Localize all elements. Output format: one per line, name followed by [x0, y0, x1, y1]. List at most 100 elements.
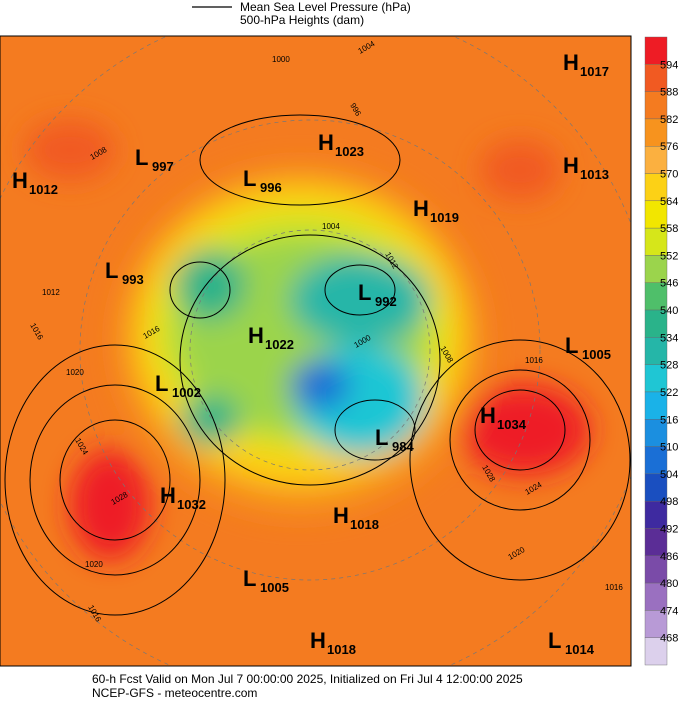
shade — [290, 255, 430, 345]
lat-circle — [189, 229, 431, 471]
center-pressure: 984 — [392, 439, 414, 454]
center-pressure: 992 — [375, 294, 397, 309]
legend-text: Mean Sea Level Pressure (hPa) — [240, 0, 411, 14]
colorbar-label: 474 — [660, 605, 678, 617]
center-letter: L — [358, 280, 371, 305]
center-pressure: 1018 — [350, 517, 379, 532]
isobar — [199, 114, 401, 206]
center-pressure: 1023 — [335, 144, 364, 159]
shade — [25, 120, 115, 180]
center-letter: H — [318, 130, 334, 155]
colorbar-label: 510 — [660, 442, 678, 454]
center-letter: L — [548, 628, 561, 653]
colorbar-label: 522 — [660, 387, 678, 399]
center-letter: H — [12, 168, 28, 193]
center-letter: L — [565, 333, 578, 358]
center-letter: L — [155, 371, 168, 396]
center-letter: L — [243, 566, 256, 591]
colorbar-label: 540 — [660, 305, 678, 317]
colorbar-label: 582 — [660, 114, 678, 126]
shade — [175, 250, 245, 320]
colorbar-label: 552 — [660, 250, 678, 262]
colorbar-label: 468 — [660, 633, 678, 645]
shade — [480, 140, 560, 200]
center-pressure: 996 — [260, 180, 282, 195]
latitude-circles — [0, 36, 631, 666]
center-letter: L — [243, 166, 256, 191]
center-letter: L — [135, 145, 148, 170]
center-letter: H — [333, 503, 349, 528]
center-pressure: 1012 — [29, 182, 58, 197]
center-letter: H — [480, 403, 496, 428]
height-shading — [25, 120, 590, 560]
isobar — [169, 261, 231, 319]
center-pressure: 1005 — [582, 347, 611, 362]
center-pressure: 997 — [152, 159, 174, 174]
colorbar-label: 564 — [660, 196, 678, 208]
colorbar-label: 492 — [660, 523, 678, 535]
map-field — [0, 36, 631, 666]
colorbar-label: 516 — [660, 414, 678, 426]
isobar-label: 1000 — [272, 55, 290, 64]
isobar — [474, 389, 566, 471]
colorbar-label: 558 — [660, 223, 678, 235]
center-pressure: 1018 — [327, 642, 356, 657]
isobar-label: 1012 — [42, 288, 60, 297]
center-pressure: 1017 — [580, 64, 609, 79]
isobars — [4, 114, 631, 616]
colorbar-label: 498 — [660, 496, 678, 508]
colorbar-label: 546 — [660, 278, 678, 290]
colorbar-label: 528 — [660, 360, 678, 372]
center-pressure: 1013 — [580, 167, 609, 182]
isobar — [334, 399, 416, 461]
center-letter: L — [375, 425, 388, 450]
center-pressure: 1032 — [177, 497, 206, 512]
colorbar-cell — [644, 637, 668, 666]
map-frame — [0, 35, 632, 667]
shade — [180, 395, 240, 445]
colorbar-label: 588 — [660, 87, 678, 99]
isobar — [324, 264, 396, 316]
center-letter: H — [248, 323, 264, 348]
colorbar-label: 576 — [660, 141, 678, 153]
center-letter: H — [563, 153, 579, 178]
isobar — [4, 344, 226, 616]
lat-circle — [79, 119, 541, 581]
isobar-label: 1004 — [322, 222, 340, 231]
center-pressure: 1014 — [565, 642, 595, 657]
footer-text: 60-h Fcst Valid on Mon Jul 7 00:00:00 20… — [92, 672, 523, 686]
legend-text: 500-hPa Heights (dam) — [240, 13, 364, 27]
center-pressure: 1005 — [260, 580, 289, 595]
isobar-label: 1016 — [605, 583, 623, 592]
center-letter: H — [160, 483, 176, 508]
center-letter: H — [413, 196, 429, 221]
colorbar-label: 534 — [660, 332, 678, 344]
isobar — [409, 339, 631, 581]
shade — [290, 360, 350, 410]
isobar-label: 1020 — [66, 368, 84, 377]
center-pressure: 993 — [122, 272, 144, 287]
isobar — [29, 384, 201, 576]
isobar — [59, 419, 171, 541]
footer-text: NCEP-GFS - meteocentre.com — [92, 686, 257, 700]
center-pressure: 1034 — [497, 417, 527, 432]
center-pressure: 1002 — [172, 385, 201, 400]
center-letter: H — [563, 50, 579, 75]
center-pressure: 1022 — [265, 337, 294, 352]
colorbar-label: 480 — [660, 578, 678, 590]
colorbar-label: 570 — [660, 169, 678, 181]
center-pressure: 1019 — [430, 210, 459, 225]
isobar — [179, 234, 441, 486]
isobar-label: 1020 — [85, 560, 103, 569]
isobar — [449, 369, 591, 511]
colorbar: 594 588 582 576 570 564 558 552 546 540 534 528 522 5… — [644, 36, 678, 666]
isobar-label: 1016 — [525, 356, 543, 365]
center-letter: H — [310, 628, 326, 653]
center-letter: L — [105, 258, 118, 283]
colorbar-label: 504 — [660, 469, 678, 481]
shade — [70, 450, 150, 560]
colorbar-label: 486 — [660, 551, 678, 563]
colorbar-label: 594 — [660, 59, 678, 71]
